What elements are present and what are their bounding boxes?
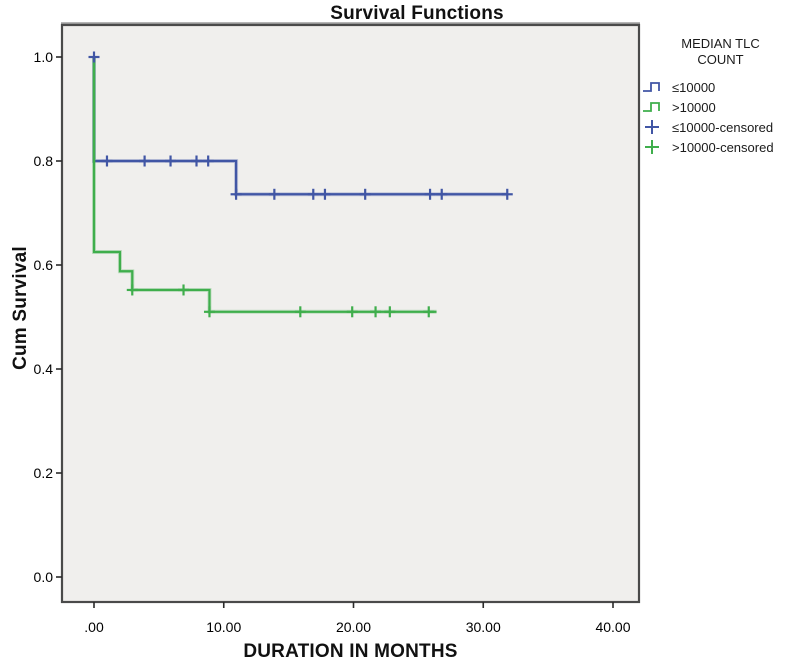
step-line-icon-green	[642, 100, 672, 114]
y-tick-label: 0.6	[34, 257, 54, 273]
legend-entry-gt10000: >10000	[642, 97, 799, 117]
y-tick-label: 0.4	[34, 361, 54, 377]
x-tick-label: 20.00	[336, 619, 371, 635]
x-axis-ticks: .00 10.00 20.00 30.00 40.00	[84, 602, 631, 635]
survival-curve-gt10000	[92, 57, 437, 313]
x-tick-label: 40.00	[595, 619, 630, 635]
y-tick-label: 1.0	[34, 49, 54, 65]
plot-area	[62, 25, 639, 602]
legend-entry-label: ≤10000	[672, 79, 716, 95]
x-tick-label: 10.00	[206, 619, 241, 635]
legend-title-line2: COUNT	[697, 52, 744, 67]
legend-entry-label: ≤10000-censored	[672, 119, 774, 135]
legend-title-line1: MEDIAN TLC	[681, 36, 760, 51]
legend-entry-gt10000-censored: >10000-censored	[642, 137, 799, 157]
legend-title: MEDIAN TLC COUNT	[642, 36, 799, 68]
chart-title: Survival Functions	[330, 3, 504, 24]
y-tick-label: 0.2	[34, 465, 54, 481]
legend: MEDIAN TLC COUNT ≤10000 >10000 ≤10000-ce…	[642, 36, 799, 157]
legend-entry-label: >10000-censored	[672, 139, 774, 155]
y-axis-label: Cum Survival	[10, 246, 31, 370]
plus-marker-icon-green	[642, 138, 672, 156]
plot-frame	[60, 23, 641, 604]
y-tick-label: 0.8	[34, 153, 54, 169]
x-tick-label: .00	[84, 619, 104, 635]
x-axis-label: DURATION IN MONTHS	[243, 641, 458, 662]
legend-entry-le10000-censored: ≤10000-censored	[642, 117, 799, 137]
censored-marks-le10000	[88, 51, 513, 200]
legend-entry-label: >10000	[672, 99, 716, 115]
legend-entry-le10000: ≤10000	[642, 77, 799, 97]
plus-marker-icon-blue	[642, 118, 672, 136]
censored-marks-gt10000	[126, 284, 435, 318]
step-line-icon-blue	[642, 80, 672, 94]
y-axis-ticks: 0.0 0.2 0.4 0.6 0.8 1.0	[34, 49, 62, 585]
x-tick-label: 30.00	[466, 619, 501, 635]
y-tick-label: 0.0	[34, 569, 54, 585]
